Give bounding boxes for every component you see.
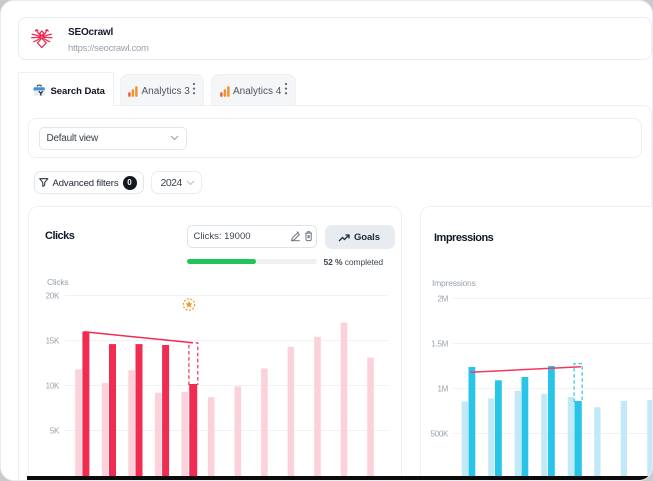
svg-text:1M: 1M (437, 385, 448, 394)
svg-text:20K: 20K (46, 292, 60, 301)
svg-text:2M: 2M (437, 295, 448, 304)
svg-text:10K: 10K (46, 382, 60, 391)
svg-text:1.5M: 1.5M (431, 340, 448, 349)
svg-text:Impressions: Impressions (432, 278, 476, 288)
svg-text:15K: 15K (46, 337, 60, 346)
svg-text:Clicks: Clicks (47, 277, 68, 287)
svg-text:5K: 5K (50, 427, 60, 436)
svg-text:500K: 500K (431, 430, 449, 439)
